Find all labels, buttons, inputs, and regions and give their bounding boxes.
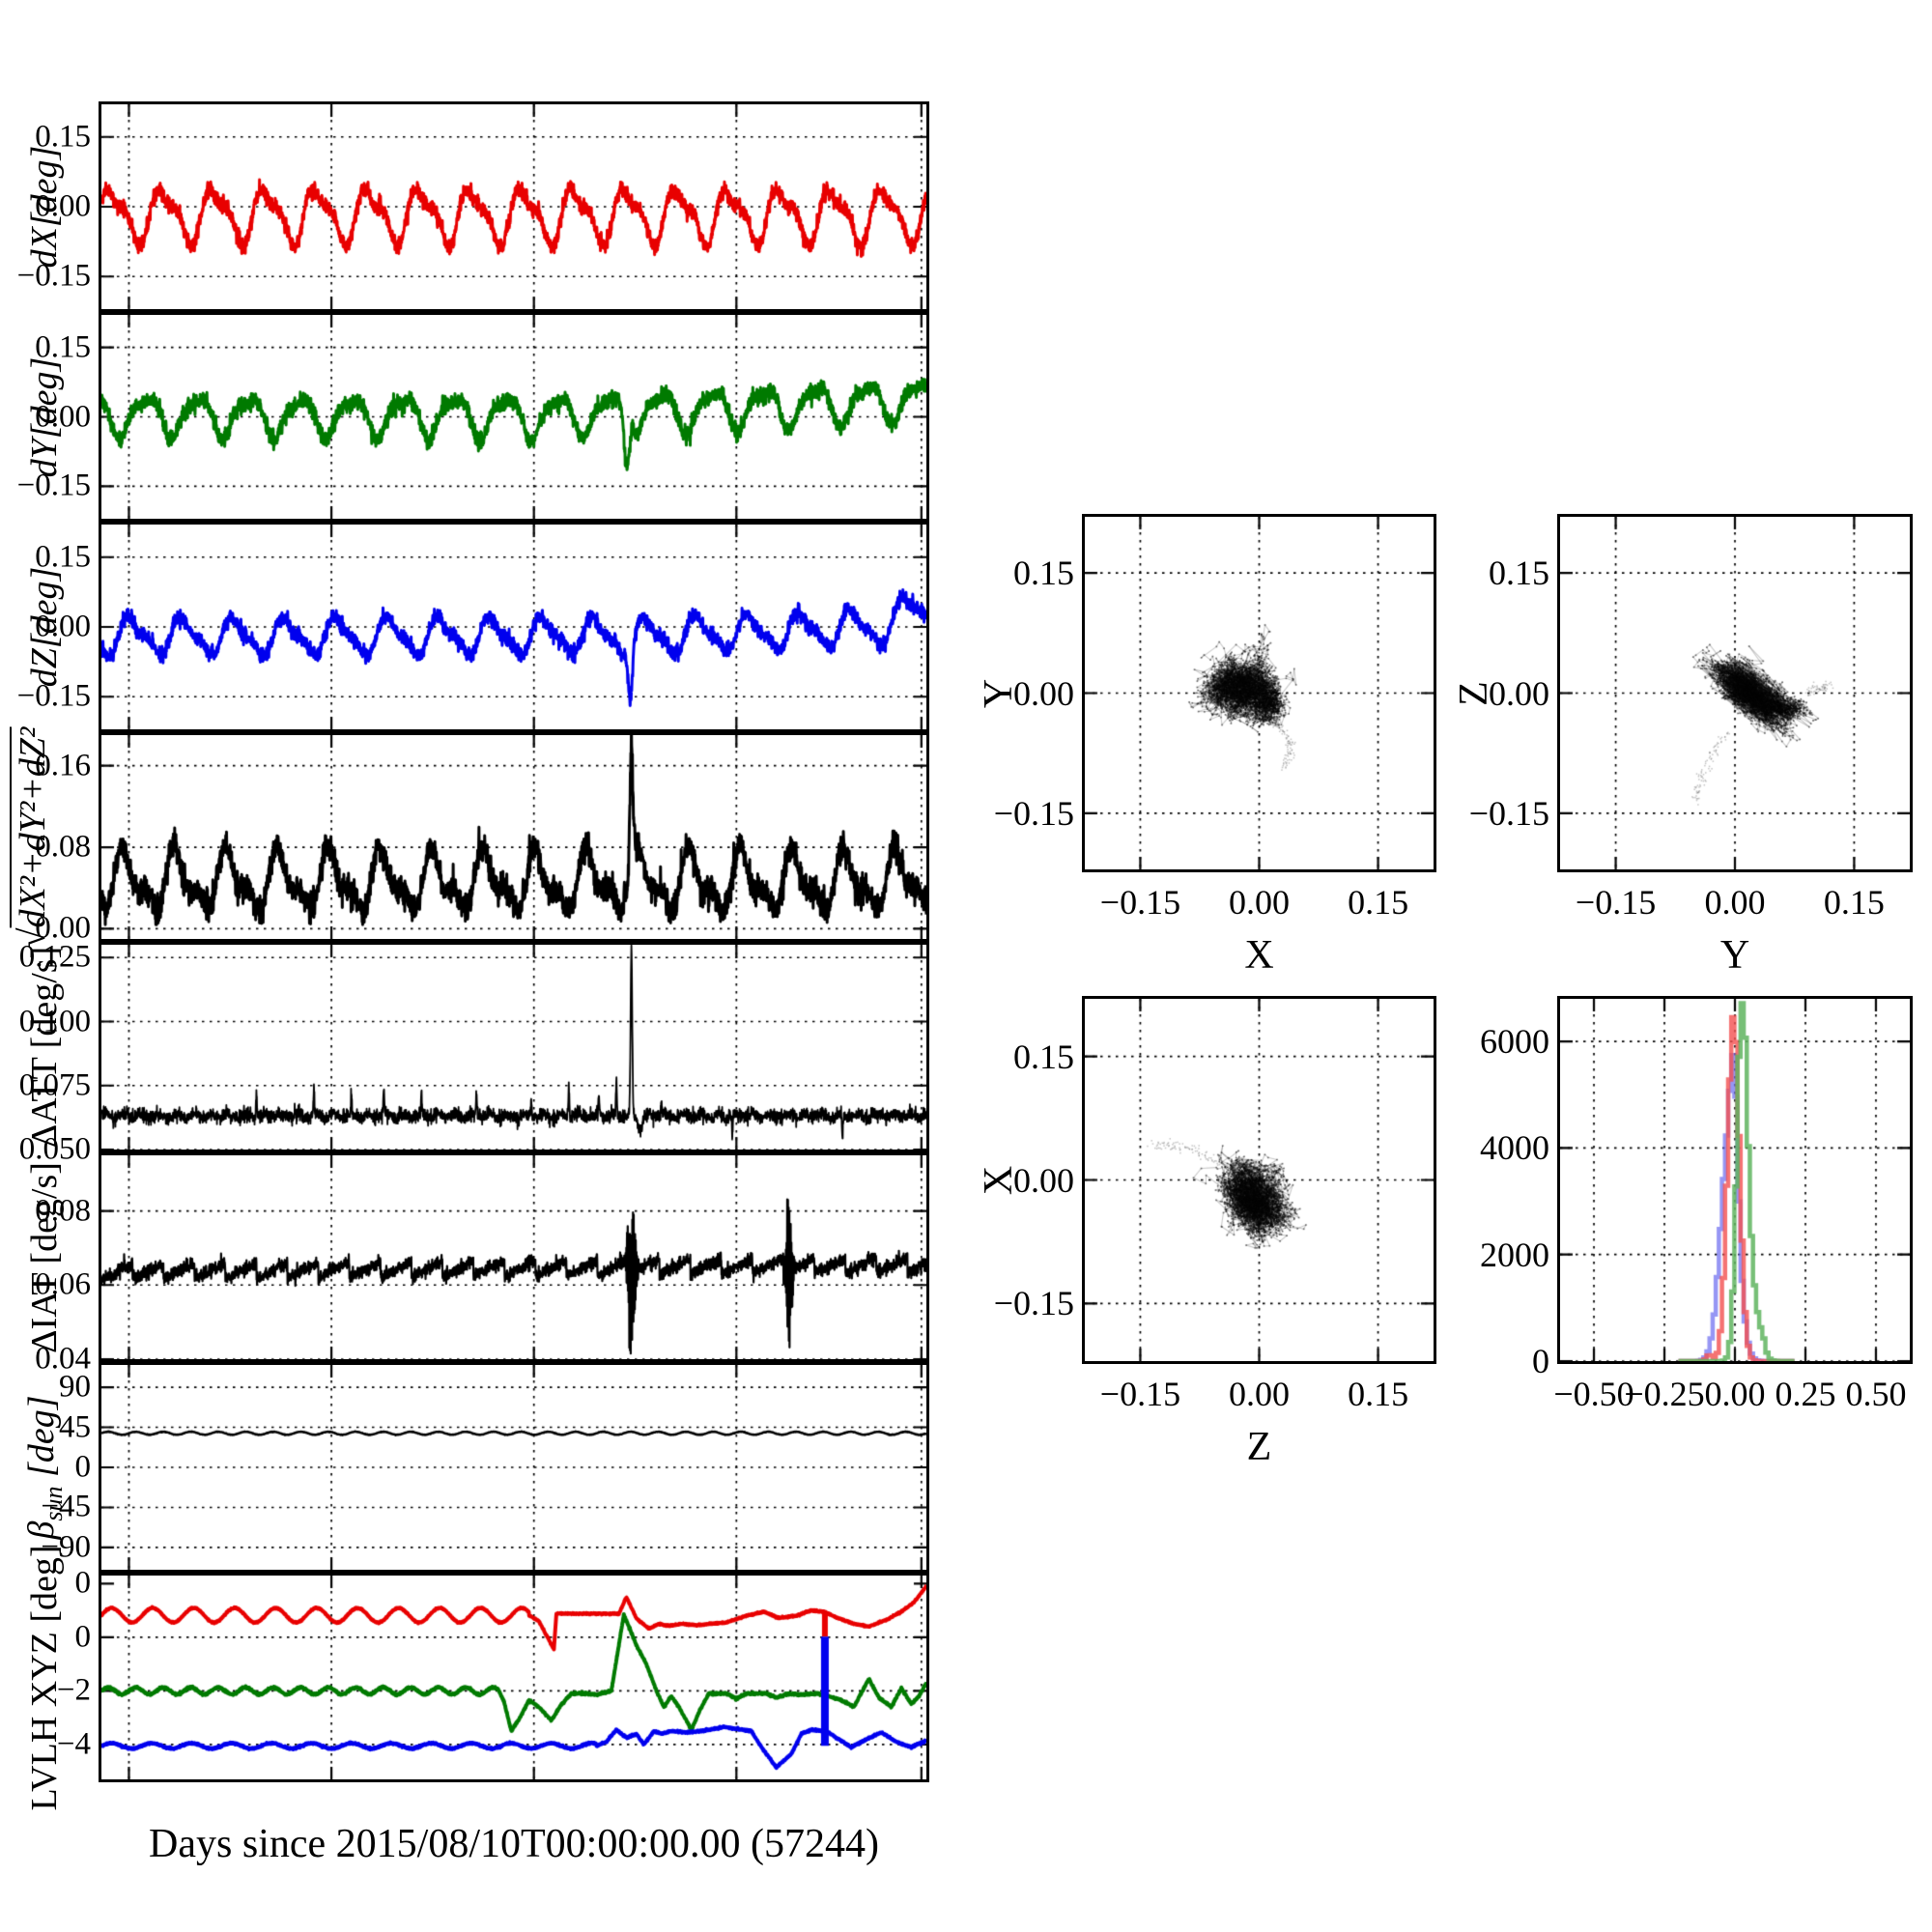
tick-label-dATT: 0.125 xyxy=(18,939,91,975)
panel-dZ xyxy=(99,522,929,732)
tick-label-lvlh: −4 xyxy=(56,1726,91,1762)
tick-label-dATT: 0.075 xyxy=(18,1067,91,1103)
tick-label-dX: 0.15 xyxy=(35,119,91,155)
tick-label-scatter_xy: 0.00 xyxy=(1229,883,1290,922)
panel-beta_sun-canvas xyxy=(101,1365,926,1570)
tick-label-hist: 0 xyxy=(1532,1342,1549,1380)
tick-label-scatter_yz: −0.15 xyxy=(1468,793,1549,833)
panel-scatter_zx xyxy=(1082,996,1436,1364)
tick-label-dATT: 0.050 xyxy=(18,1131,91,1167)
panel-scatter_yz-canvas xyxy=(1560,517,1910,869)
y-axis-title-scatter_yz: Z xyxy=(1452,680,1496,706)
tick-label-scatter_zx: 0.00 xyxy=(1229,1375,1290,1413)
panel-dATT xyxy=(99,942,929,1152)
tick-label-dZ: 0.15 xyxy=(35,539,91,575)
y-axis-title-dY: dY[deg] xyxy=(24,356,65,477)
panel-hist xyxy=(1557,996,1913,1364)
tick-label-beta_sun: 45 xyxy=(59,1409,91,1445)
tick-label-scatter_yz: 0.15 xyxy=(1823,883,1885,922)
tick-label-scatter_yz: −0.15 xyxy=(1575,883,1657,922)
tick-label-dY: 0.00 xyxy=(35,399,91,434)
tick-label-scatter_xy: 0.15 xyxy=(1348,883,1409,922)
tick-label-dZ: −0.15 xyxy=(16,678,91,714)
panel-hist-canvas xyxy=(1560,999,1910,1361)
panel-magnitude xyxy=(99,732,929,942)
y-axis-title-dIAT: ΔIAT [deg/s] xyxy=(24,1161,65,1353)
tick-label-dY: 0.15 xyxy=(35,329,91,365)
tick-label-dIAT: 0.06 xyxy=(35,1266,91,1302)
panel-lvlh xyxy=(99,1573,929,1782)
tick-label-scatter_zx: −0.15 xyxy=(1099,1375,1181,1413)
panel-lvlh-canvas xyxy=(101,1576,926,1779)
tick-label-scatter_yz: 0.00 xyxy=(1704,883,1766,922)
y-axis-title-dX: dX[deg] xyxy=(24,145,65,269)
tick-label-scatter_yz: 0.00 xyxy=(1489,673,1549,713)
tick-label-hist: 6000 xyxy=(1480,1022,1549,1062)
tick-label-magnitude: 0.00 xyxy=(35,910,91,946)
tick-label-dIAT: 0.04 xyxy=(35,1341,91,1377)
tick-label-beta_sun: −45 xyxy=(41,1489,91,1524)
tick-label-hist: 4000 xyxy=(1480,1128,1549,1168)
panel-dX xyxy=(99,101,929,312)
panel-dY xyxy=(99,312,929,522)
panel-dATT-canvas xyxy=(101,945,926,1150)
tick-label-scatter_xy: 0.00 xyxy=(1013,673,1074,713)
tick-label-beta_sun: 90 xyxy=(59,1369,91,1405)
panel-scatter_zx-canvas xyxy=(1085,999,1434,1361)
tick-label-beta_sun: 0 xyxy=(74,1449,92,1485)
x-axis-title-scatter_yz: Y xyxy=(1719,933,1750,978)
panel-scatter_xy-canvas xyxy=(1085,517,1434,869)
tick-label-hist: 2000 xyxy=(1480,1235,1549,1274)
x-axis-title-scatter_zx: Z xyxy=(1246,1425,1272,1469)
tick-label-hist: 0.00 xyxy=(1704,1375,1766,1413)
x-axis-title-scatter_xy: X xyxy=(1244,933,1274,978)
tick-label-scatter_xy: −0.15 xyxy=(1099,883,1181,922)
tick-label-lvlh: 0 xyxy=(74,1565,92,1601)
y-axis-title-magnitude: √dX²+dY²+dZ² xyxy=(10,726,54,948)
panel-dZ-canvas xyxy=(101,525,926,729)
y-axis-title-lvlh: LVLH XYZ [deg] xyxy=(24,1544,65,1811)
panel-dIAT-canvas xyxy=(101,1155,926,1359)
tick-label-dATT: 0.100 xyxy=(18,1004,91,1038)
panel-dY-canvas xyxy=(101,315,926,519)
time-axis-label: Days since 2015/08/10T00:00:00.00 (57244… xyxy=(149,1822,879,1866)
tick-label-scatter_zx: 0.15 xyxy=(1013,1037,1074,1076)
tick-label-scatter_zx: 0.00 xyxy=(1013,1160,1074,1200)
tick-label-hist: −0.25 xyxy=(1624,1375,1705,1413)
y-axis-title-scatter_xy: Y xyxy=(977,678,1021,708)
y-axis-title-dZ: dZ[deg] xyxy=(24,566,65,688)
tick-label-scatter_zx: −0.15 xyxy=(993,1284,1074,1323)
y-axis-title-scatter_zx: X xyxy=(977,1165,1021,1195)
tick-label-scatter_zx: 0.15 xyxy=(1348,1375,1409,1413)
sqrt-overline: dX²+dY²+dZ² xyxy=(10,726,53,928)
tick-label-dX: 0.00 xyxy=(35,188,91,224)
panel-dX-canvas xyxy=(101,104,926,309)
tick-label-scatter_xy: −0.15 xyxy=(993,793,1074,833)
panel-dIAT xyxy=(99,1152,929,1362)
tick-label-magnitude: 0.08 xyxy=(35,829,91,865)
tick-label-scatter_yz: 0.15 xyxy=(1489,554,1549,593)
tick-label-dY: −0.15 xyxy=(16,468,91,503)
tick-label-scatter_xy: 0.15 xyxy=(1013,554,1074,593)
tick-label-magnitude: 0.16 xyxy=(35,748,91,783)
y-axis-title-dATT: ΔATT [deg/s] xyxy=(24,946,65,1149)
panel-magnitude-canvas xyxy=(101,735,926,939)
panel-beta_sun xyxy=(99,1362,929,1573)
tick-label-hist: −0.50 xyxy=(1553,1375,1634,1413)
tick-label-lvlh: 0 xyxy=(74,1619,92,1655)
tick-label-hist: 0.50 xyxy=(1845,1375,1907,1413)
panel-scatter_yz xyxy=(1557,514,1913,872)
tick-label-dZ: 0.00 xyxy=(35,609,91,644)
tick-label-beta_sun: −90 xyxy=(41,1529,91,1565)
panel-scatter_xy xyxy=(1082,514,1436,872)
tick-label-lvlh: −2 xyxy=(56,1672,91,1708)
tick-label-hist: 0.25 xyxy=(1775,1375,1836,1413)
tick-label-dIAT: 0.08 xyxy=(35,1193,91,1229)
y-axis-title-beta_sun: βsun [deg] xyxy=(21,1395,68,1540)
tick-label-dX: −0.15 xyxy=(16,258,91,294)
